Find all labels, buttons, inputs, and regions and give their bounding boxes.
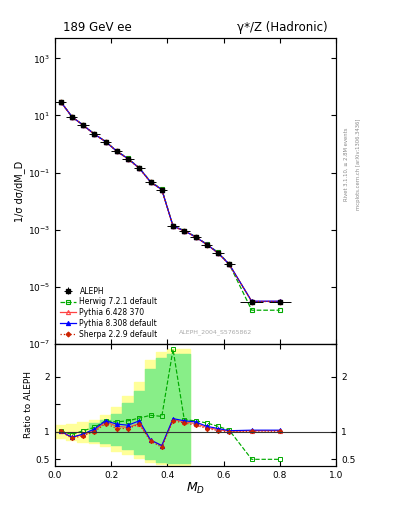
Pythia 6.428 370	[193, 234, 198, 240]
Sherpa 2.2.9 default	[58, 99, 63, 105]
Y-axis label: Ratio to ALEPH: Ratio to ALEPH	[24, 371, 33, 438]
Herwig 7.2.1 default	[137, 165, 142, 171]
Pythia 6.428 370	[126, 156, 130, 162]
Sherpa 2.2.9 default	[277, 298, 282, 305]
Line: Herwig 7.2.1 default: Herwig 7.2.1 default	[59, 100, 282, 312]
Pythia 8.308 default	[114, 148, 119, 154]
Pythia 6.428 370	[216, 250, 220, 256]
Sherpa 2.2.9 default	[148, 179, 153, 185]
Pythia 8.308 default	[216, 250, 220, 256]
Herwig 7.2.1 default	[216, 249, 220, 255]
Pythia 6.428 370	[148, 179, 153, 185]
Pythia 6.428 370	[182, 228, 187, 234]
Pythia 8.308 default	[148, 179, 153, 185]
Sherpa 2.2.9 default	[193, 234, 198, 240]
Legend: ALEPH, Herwig 7.2.1 default, Pythia 6.428 370, Pythia 8.308 default, Sherpa 2.2.: ALEPH, Herwig 7.2.1 default, Pythia 6.42…	[57, 284, 161, 342]
Line: Pythia 8.308 default: Pythia 8.308 default	[59, 99, 282, 303]
Herwig 7.2.1 default	[193, 233, 198, 240]
Herwig 7.2.1 default	[277, 307, 282, 313]
Sherpa 2.2.9 default	[227, 262, 231, 268]
Sherpa 2.2.9 default	[92, 131, 97, 137]
Text: 189 GeV ee: 189 GeV ee	[63, 21, 132, 34]
Herwig 7.2.1 default	[58, 98, 63, 104]
Pythia 6.428 370	[160, 186, 164, 193]
Text: mcplots.cern.ch [arXiv:1306.3436]: mcplots.cern.ch [arXiv:1306.3436]	[356, 118, 361, 209]
Pythia 6.428 370	[171, 223, 175, 229]
Pythia 6.428 370	[70, 114, 74, 120]
Pythia 6.428 370	[103, 139, 108, 145]
Pythia 8.308 default	[70, 114, 74, 120]
Sherpa 2.2.9 default	[114, 148, 119, 155]
Sherpa 2.2.9 default	[137, 165, 142, 172]
Pythia 8.308 default	[103, 138, 108, 144]
Text: ALEPH_2004_S5765862: ALEPH_2004_S5765862	[178, 329, 252, 335]
Pythia 8.308 default	[92, 131, 97, 137]
X-axis label: $M_D$: $M_D$	[186, 481, 205, 496]
Pythia 6.428 370	[58, 99, 63, 105]
Sherpa 2.2.9 default	[126, 156, 130, 162]
Pythia 6.428 370	[250, 298, 254, 305]
Herwig 7.2.1 default	[160, 186, 164, 193]
Pythia 8.308 default	[193, 234, 198, 240]
Herwig 7.2.1 default	[81, 122, 86, 128]
Sherpa 2.2.9 default	[81, 122, 86, 129]
Herwig 7.2.1 default	[148, 179, 153, 185]
Text: γ*/Z (Hadronic): γ*/Z (Hadronic)	[237, 21, 328, 34]
Pythia 8.308 default	[81, 122, 86, 129]
Pythia 6.428 370	[227, 261, 231, 267]
Sherpa 2.2.9 default	[160, 187, 164, 193]
Sherpa 2.2.9 default	[204, 242, 209, 248]
Line: Pythia 6.428 370: Pythia 6.428 370	[59, 100, 282, 304]
Sherpa 2.2.9 default	[171, 223, 175, 229]
Pythia 6.428 370	[137, 165, 142, 172]
Herwig 7.2.1 default	[103, 138, 108, 144]
Text: Rivet 3.1.10, ≥ 2.8M events: Rivet 3.1.10, ≥ 2.8M events	[344, 127, 349, 201]
Herwig 7.2.1 default	[126, 156, 130, 162]
Herwig 7.2.1 default	[92, 131, 97, 137]
Herwig 7.2.1 default	[70, 114, 74, 120]
Pythia 8.308 default	[58, 99, 63, 105]
Pythia 6.428 370	[92, 131, 97, 137]
Herwig 7.2.1 default	[114, 148, 119, 154]
Pythia 8.308 default	[277, 298, 282, 304]
Pythia 8.308 default	[227, 261, 231, 267]
Line: Sherpa 2.2.9 default: Sherpa 2.2.9 default	[59, 100, 281, 303]
Pythia 8.308 default	[204, 241, 209, 247]
Y-axis label: 1/σ dσ/dM_D: 1/σ dσ/dM_D	[14, 160, 25, 222]
Pythia 8.308 default	[126, 156, 130, 162]
Pythia 8.308 default	[171, 223, 175, 229]
Herwig 7.2.1 default	[171, 223, 175, 229]
Pythia 6.428 370	[114, 148, 119, 155]
Herwig 7.2.1 default	[250, 307, 254, 313]
Pythia 6.428 370	[81, 122, 86, 129]
Pythia 8.308 default	[137, 165, 142, 171]
Herwig 7.2.1 default	[204, 241, 209, 247]
Herwig 7.2.1 default	[182, 227, 187, 233]
Pythia 8.308 default	[182, 228, 187, 234]
Sherpa 2.2.9 default	[216, 250, 220, 256]
Sherpa 2.2.9 default	[182, 228, 187, 234]
Herwig 7.2.1 default	[227, 261, 231, 267]
Pythia 8.308 default	[160, 186, 164, 193]
Sherpa 2.2.9 default	[103, 139, 108, 145]
Sherpa 2.2.9 default	[250, 298, 254, 305]
Pythia 6.428 370	[277, 298, 282, 305]
Pythia 6.428 370	[204, 241, 209, 247]
Pythia 8.308 default	[250, 298, 254, 304]
Sherpa 2.2.9 default	[70, 114, 74, 120]
